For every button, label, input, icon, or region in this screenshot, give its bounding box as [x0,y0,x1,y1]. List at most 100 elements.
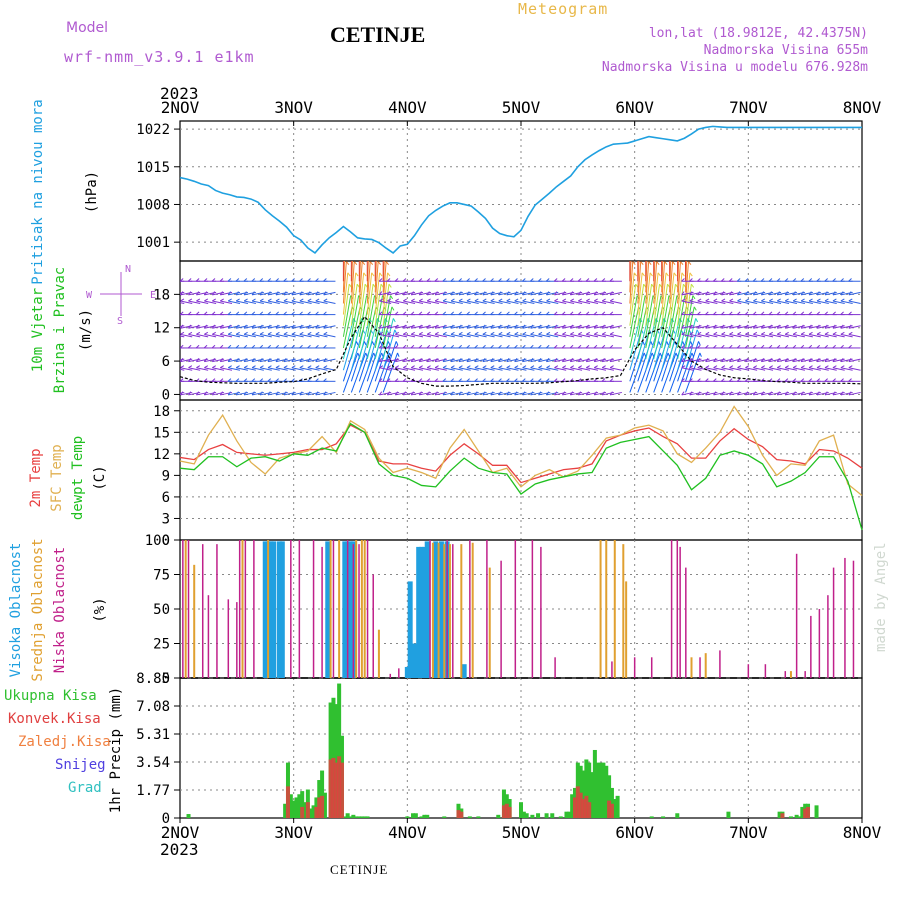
wind-barb-tick [212,331,217,335]
wind-barb-tick [388,283,392,288]
wind-barb-tick [315,278,319,282]
cloud-bar [670,540,673,678]
wind-barb-tick [675,352,679,357]
precip-bar [411,813,416,818]
temperature-ytick-label: 0 [162,533,170,549]
wind-barb-tick [418,365,423,369]
wind-barb-tick [690,341,693,346]
precip-bar [186,814,191,818]
wind-barb [713,300,726,304]
wind-barb-tick [466,365,471,369]
wind-barb [800,300,813,304]
cloud-bar [389,673,392,678]
wind-barb-tick [410,331,415,335]
wind-barb-tick [545,378,550,382]
wind-barb-tick [291,378,295,382]
wind-barb [645,352,661,393]
wind-barb-tick [522,311,526,315]
wind-barb [653,272,659,315]
wind-barb-tick [570,365,575,369]
wind-barb [323,333,336,338]
wind-barb [395,367,408,371]
wind-barb [737,300,750,304]
wind-barb-tick [299,344,303,349]
wind-barb-tick [219,358,223,362]
wind-barb [450,300,463,304]
wind-barb [498,367,511,371]
wind-barb [514,333,527,338]
wind-barb [466,333,479,338]
wind-barb-tick [498,291,502,296]
wind-barb [689,333,702,338]
wind-barb-tick [506,391,510,396]
wind-barb [653,352,669,393]
cloud-bar [611,661,613,678]
wind-barb [729,300,742,304]
wind-barb-tick [211,291,216,296]
wind-barb [610,391,622,396]
wind-barb-tick [824,365,829,369]
wind-barb-tick [593,358,597,362]
wind-barb-tick [307,298,312,302]
wind-barb-tick [442,358,446,362]
wind-barb [427,367,439,371]
wind-barb [482,367,495,371]
wind-barb-tick [561,378,566,382]
wind-barb-tick [640,261,644,266]
wind-barb-tick [418,358,422,362]
precip-bar [348,816,353,818]
precip-bar [507,806,512,818]
wind-barb [251,333,264,338]
wind-barb-tick [816,344,821,349]
wind-barb-tick [808,311,813,315]
wind-barb [411,300,424,304]
wind-barb [315,333,328,338]
cloud-bar [268,541,274,678]
wind-barb-tick [299,331,304,335]
wind-barb [522,300,535,304]
precip-bar [328,759,333,818]
wind-barb-tick [680,261,684,266]
wind-barb-tick [353,261,358,266]
wind-barb [637,261,640,293]
wind-barb-tick [705,344,709,349]
wind-barb-tick [418,391,422,396]
wind-barb [204,367,217,371]
wind-barb-tick [195,358,200,362]
wind-barb [366,261,369,293]
wind-barb [538,300,551,304]
wind-barb-tick [824,311,828,315]
wind-barb [824,300,837,304]
wind-barb-tick [251,324,255,329]
wind-barb-tick [323,324,327,329]
wind-barb-tick [800,311,805,315]
wind-barb-tick [259,358,263,362]
wind-barb [602,367,615,371]
wind-barb-tick [180,298,185,302]
wind-barb-tick [784,311,789,315]
wind-barb-tick [753,331,758,335]
wind-barb [342,295,352,337]
wind-barb-tick [426,365,431,369]
wind-barb-tick [713,365,718,369]
wind-barb-tick [840,278,844,282]
wind-barb-tick [482,324,486,329]
wind-barb-tick [371,341,375,346]
wind-barb-tick [506,358,510,362]
wind-barb-tick [386,378,391,382]
wind-barb-tick [848,278,852,282]
wind-barb-tick [466,278,470,282]
wind-barb-tick [307,331,312,335]
wind-barb [350,306,361,349]
wind-barb-tick [434,311,439,315]
cloud-ytick-label: 0 [162,671,170,687]
wind-barb-tick [410,391,414,396]
wind-barb-tick [760,278,765,282]
wind-barb-tick [219,311,224,315]
wind-barb-tick [323,331,328,335]
wind-barb-tick [243,298,248,302]
wind-barb-tick [808,358,812,362]
wind-barb-tick [442,311,447,315]
wind-barb-tick [713,298,718,302]
wind-barb-tick [506,344,510,349]
